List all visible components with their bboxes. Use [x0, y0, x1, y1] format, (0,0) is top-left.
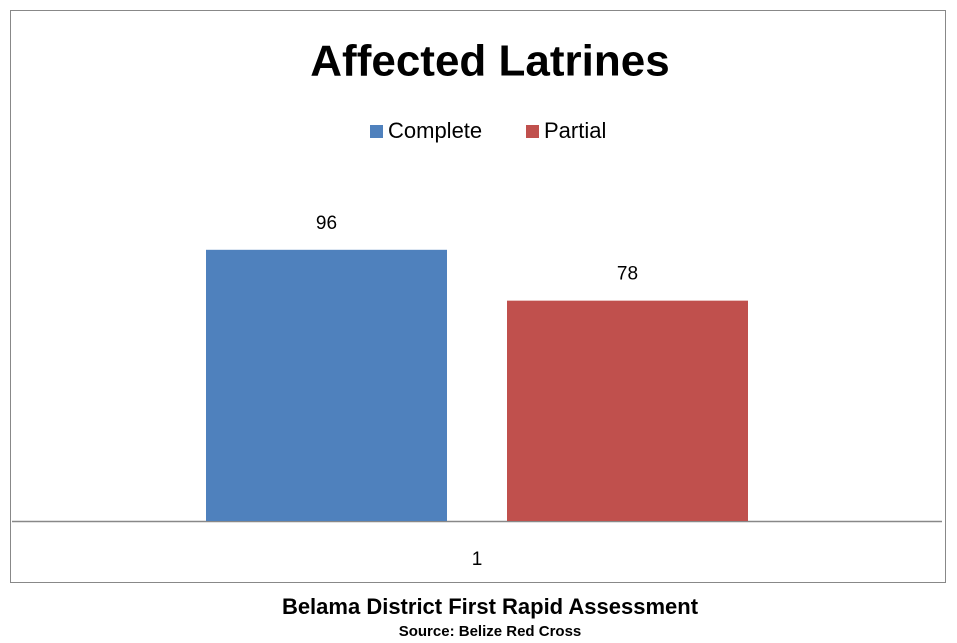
data-label: 78 — [617, 264, 638, 285]
x-tick-label: 1 — [472, 549, 483, 570]
legend-swatch — [526, 125, 539, 138]
chart-border — [10, 10, 946, 583]
legend-swatch — [370, 125, 383, 138]
caption-title: Belama District First Rapid Assessment — [282, 594, 699, 619]
legend-label: Complete — [388, 118, 482, 143]
bar — [507, 300, 748, 521]
data-label: 96 — [316, 213, 337, 234]
bar — [206, 249, 447, 522]
chart-title: Affected Latrines — [310, 37, 669, 86]
caption-source: Source: Belize Red Cross — [399, 623, 582, 640]
legend-label: Partial — [544, 118, 606, 143]
